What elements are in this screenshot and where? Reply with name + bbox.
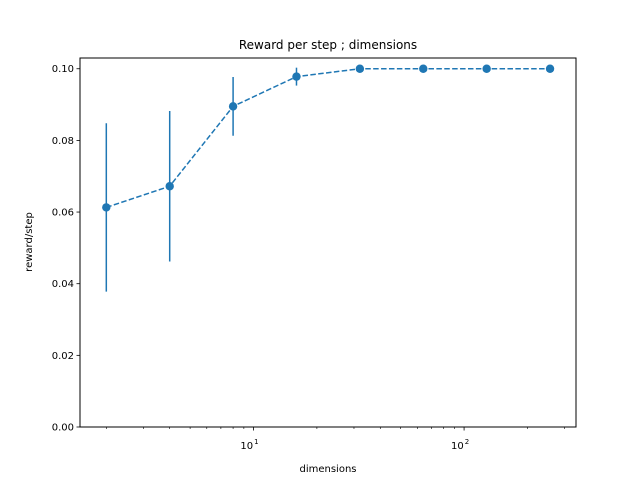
y-tick-label: 0.10 — [52, 64, 74, 75]
y-tick-label: 0.08 — [52, 136, 74, 147]
data-point — [292, 72, 301, 81]
x-tick-label: 101 — [240, 438, 258, 452]
y-tick-label: 0.04 — [52, 279, 74, 290]
data-point — [228, 102, 238, 111]
data-point — [355, 64, 365, 73]
y-tick-label: 0.00 — [52, 423, 74, 434]
x-tick-label: 102 — [451, 438, 469, 452]
data-point — [482, 64, 491, 73]
plot-frame — [79, 57, 577, 428]
y-axis-label: reward/step — [24, 212, 35, 272]
data-point — [545, 64, 555, 73]
series-line — [106, 68, 551, 209]
data-point — [102, 203, 111, 212]
plot-area — [102, 64, 555, 292]
x-axis: 101 102 — [106, 427, 565, 452]
data-point — [165, 182, 174, 191]
y-tick-label: 0.02 — [52, 351, 74, 362]
data-point — [419, 64, 428, 73]
x-axis-label: dimensions — [299, 464, 356, 475]
y-tick-label: 0.06 — [52, 208, 74, 219]
y-axis: 0.00 0.02 0.04 0.06 0.08 0.10 — [52, 64, 80, 434]
chart-title: Reward per step ; dimensions — [239, 38, 417, 52]
